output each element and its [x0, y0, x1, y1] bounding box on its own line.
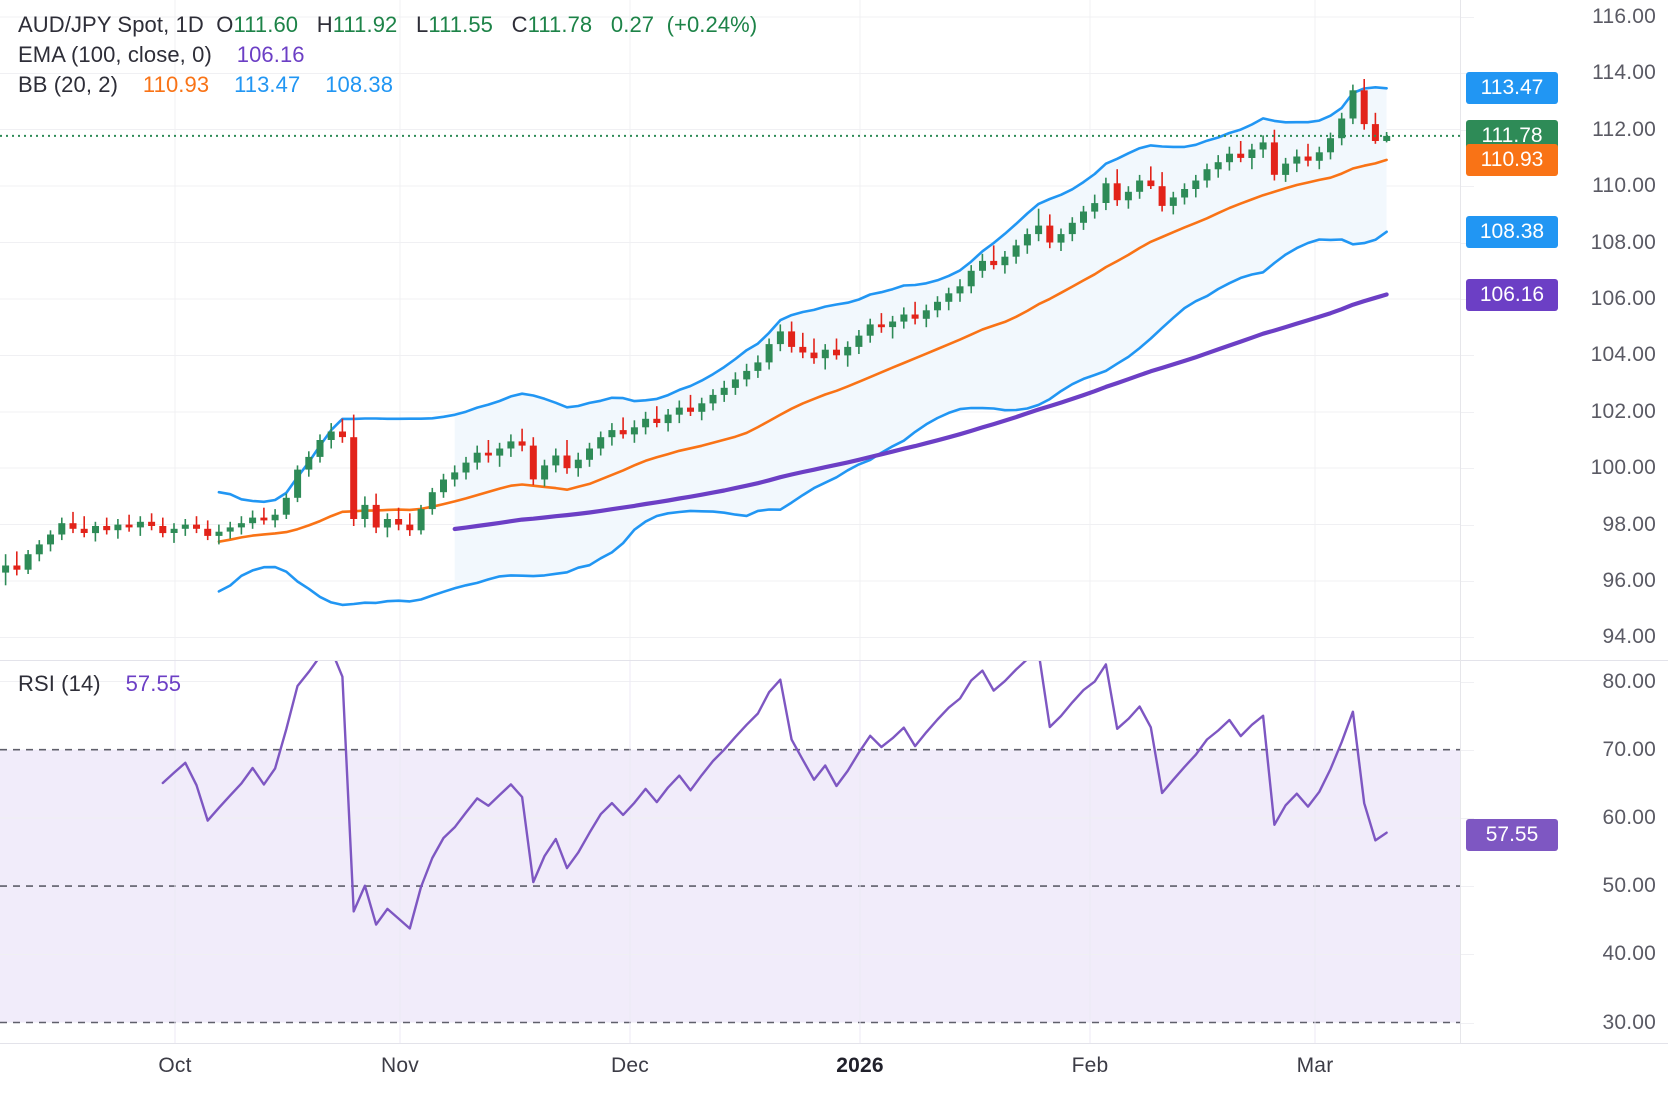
- bb-upper-badge[interactable]: 113.47: [1466, 72, 1558, 105]
- time-tick-label: Mar: [1296, 1054, 1334, 1077]
- bb-lower-badge[interactable]: 108.38: [1466, 215, 1558, 248]
- rsi-tick-label: 60.00: [1602, 805, 1656, 829]
- price-tick-label: 106.00: [1590, 287, 1656, 310]
- rsi-tick-mark: [1460, 1022, 1474, 1024]
- bb-basis-badge[interactable]: 110.93: [1466, 143, 1558, 176]
- price-tick-mark: [1460, 411, 1474, 413]
- price-tick-label: 104.00: [1590, 343, 1656, 367]
- rsi-tick-mark: [1460, 817, 1474, 819]
- time-tick-label: Oct: [158, 1054, 192, 1077]
- price-scale[interactable]: 116.00 114.00 112.00 110.00 108.00 106.00 104.…: [1460, 0, 1668, 660]
- pane-divider: [0, 660, 1668, 661]
- rsi-pane[interactable]: RSI (14) 57.55: [0, 661, 1460, 1043]
- price-tick-mark: [1460, 581, 1474, 582]
- rsi-tick-label: 70.00: [1602, 737, 1656, 761]
- rsi-tick-mark: [1460, 681, 1474, 683]
- price-tick-label: 112.00: [1592, 117, 1656, 141]
- price-tick-label: 94.00: [1602, 625, 1656, 649]
- price-tick-label: 98.00: [1602, 512, 1656, 536]
- rsi-tick-mark: [1460, 749, 1474, 751]
- rsi-scale[interactable]: 80.00 70.00 60.00 50.00 40.00 30.00 57.55: [1460, 661, 1668, 1043]
- time-tick-label: Nov: [381, 1054, 419, 1077]
- price-tick-label: 108.00: [1590, 230, 1656, 254]
- rsi-value-badge[interactable]: 57.55: [1466, 818, 1558, 851]
- time-tick-label: Feb: [1071, 1054, 1109, 1077]
- rsi-tick-label: 30.00: [1602, 1010, 1656, 1034]
- rsi-plot[interactable]: [0, 661, 1460, 1043]
- rsi-tick-label: 40.00: [1602, 942, 1656, 966]
- price-tick-label: 114.00: [1592, 61, 1656, 85]
- price-tick-mark: [1460, 468, 1474, 470]
- price-tick-label: 116.00: [1592, 4, 1656, 28]
- time-scale[interactable]: Oct Nov Dec 2026 Feb Mar: [0, 1044, 1668, 1110]
- scale-divider: [1460, 0, 1461, 1043]
- rsi-tick-mark: [1460, 886, 1474, 888]
- rsi-line: [161, 661, 1388, 930]
- price-tick-mark: [1460, 524, 1474, 526]
- price-tick-mark: [1460, 186, 1474, 188]
- price-tick-mark: [1460, 637, 1474, 639]
- rsi-tick-mark: [1460, 954, 1474, 956]
- price-tick-mark: [1460, 355, 1474, 357]
- rsi-tick-label: 80.00: [1602, 669, 1656, 693]
- price-tick-label: 102.00: [1590, 399, 1656, 423]
- rsi-tick-label: 50.00: [1602, 874, 1656, 898]
- candle-series: [2, 79, 1391, 586]
- price-pane[interactable]: AUD/JPY Spot, 1D O111.60 H111.92 L111.55…: [0, 0, 1460, 660]
- price-tick-label: 96.00: [1602, 569, 1656, 592]
- time-tick-label: 2026: [836, 1054, 884, 1077]
- price-tick-mark: [1460, 16, 1474, 18]
- price-plot[interactable]: [0, 0, 1460, 660]
- ema-badge[interactable]: 106.16: [1466, 278, 1558, 311]
- time-axis-divider: [0, 1043, 1668, 1044]
- time-tick-label: Dec: [611, 1054, 649, 1077]
- price-tick-label: 110.00: [1592, 174, 1656, 198]
- price-tick-label: 100.00: [1590, 456, 1656, 480]
